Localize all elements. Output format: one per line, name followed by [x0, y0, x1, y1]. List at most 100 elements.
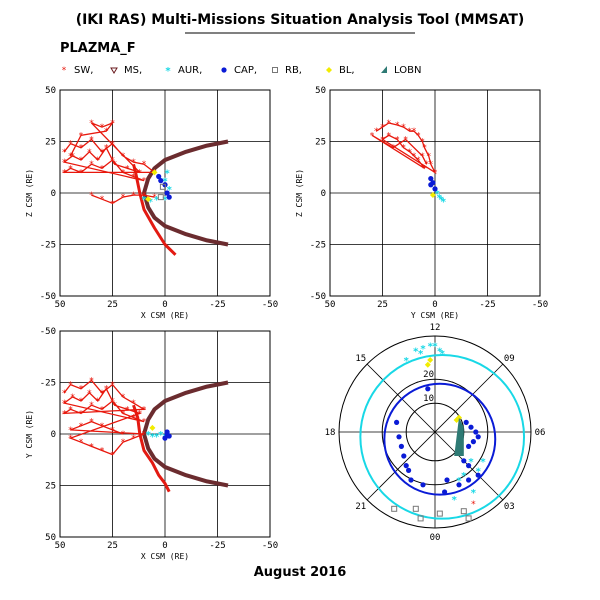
x-tick-label: 0 — [162, 541, 167, 551]
sw-point: * — [100, 405, 105, 415]
legend-marker-sw: * — [62, 66, 67, 76]
sw-point: * — [391, 144, 396, 154]
mission-name: PLAZMA_F — [60, 41, 136, 56]
sw-point: * — [68, 381, 73, 391]
y-tick-label: -25 — [40, 241, 56, 251]
sw-point: * — [131, 399, 136, 409]
y-tick-label: 50 — [315, 86, 326, 96]
cap-point — [420, 482, 426, 488]
y-tick-label: -50 — [310, 292, 326, 302]
sw-point: * — [131, 434, 136, 444]
sw-point: * — [138, 409, 143, 419]
cap-point — [398, 443, 404, 449]
aur-point: * — [167, 185, 173, 196]
sw-point: * — [142, 430, 147, 440]
sw-point: * — [68, 152, 73, 162]
sw-point: * — [426, 152, 431, 162]
bl-point — [424, 361, 431, 368]
sw-orbit-trace — [62, 121, 157, 182]
cap-point — [466, 477, 472, 483]
aur-point: * — [158, 430, 164, 441]
sw-orbit-trace — [91, 194, 155, 205]
sw-point: * — [121, 409, 126, 419]
sw-point: * — [68, 164, 73, 174]
legend-label-lobn: LOBN — [394, 65, 421, 76]
bl-point — [151, 169, 158, 176]
sw-point: * — [100, 389, 105, 399]
rb-point — [417, 515, 424, 522]
sw-point: * — [412, 127, 417, 137]
cap-point — [428, 175, 434, 182]
mlt-label: 03 — [504, 502, 515, 512]
sw-point: * — [62, 148, 67, 158]
aur-point: * — [418, 349, 424, 360]
sw-point: * — [121, 193, 126, 203]
sw-point: * — [424, 160, 429, 170]
footer-date: August 2016 — [254, 565, 347, 580]
aur-point: * — [150, 432, 156, 443]
rb-point — [391, 505, 398, 512]
sw-point: * — [79, 438, 84, 448]
sw-point: * — [68, 405, 73, 415]
sw-point: * — [380, 123, 385, 133]
x-tick-label: 0 — [432, 300, 437, 310]
sw-point: * — [142, 418, 147, 428]
sw-point: * — [70, 152, 75, 162]
x-tick-label: -25 — [209, 541, 225, 551]
sw-point: * — [70, 393, 75, 403]
cap-point — [403, 463, 409, 469]
rb-point — [412, 505, 419, 512]
sw-point: * — [416, 156, 421, 166]
sw-point: * — [100, 123, 105, 133]
cap-point — [475, 472, 481, 478]
sw-point: * — [125, 164, 130, 174]
mlt-label: 00 — [430, 533, 441, 543]
legend-label-bl: BL, — [339, 65, 355, 76]
mlt-label: 18 — [325, 428, 336, 438]
y-tick-label: 25 — [45, 482, 56, 492]
bl-point — [145, 196, 152, 203]
y-axis-label: Z CSM (RE) — [295, 169, 304, 217]
cap-point — [466, 463, 472, 469]
sw-point: * — [471, 500, 476, 510]
x-axis-label: Y CSM (RE) — [411, 311, 459, 320]
rb-point — [159, 183, 166, 190]
sw-point: * — [131, 158, 136, 168]
bl-point — [429, 192, 436, 199]
sw-point: * — [79, 156, 84, 166]
sw-point: * — [112, 401, 117, 411]
cap-point — [166, 194, 172, 200]
mlt-label: 09 — [504, 354, 515, 364]
sw-point: * — [79, 144, 84, 154]
x-tick-label: 50 — [55, 300, 66, 310]
cap-point — [164, 190, 170, 196]
sw-point: * — [422, 144, 427, 154]
sw-point: * — [79, 409, 84, 419]
sw-point: * — [416, 131, 421, 141]
magnetopause-curve — [142, 139, 229, 247]
cap-point — [468, 424, 474, 430]
sw-point: * — [121, 152, 126, 162]
cap-point — [394, 419, 400, 425]
mlt-label: 12 — [430, 323, 441, 333]
y-tick-label: 25 — [45, 138, 56, 148]
sw-point: * — [100, 195, 105, 205]
sw-point: * — [100, 446, 105, 456]
aur-point: * — [480, 457, 486, 468]
bl-point — [453, 417, 460, 423]
cap-point — [456, 482, 462, 488]
sw-point: * — [408, 148, 413, 158]
sw-point: * — [110, 199, 115, 209]
sw-point: * — [89, 135, 94, 145]
sw-point: * — [62, 158, 67, 168]
legend-label-cap: CAP, — [234, 65, 257, 76]
cap-point — [463, 419, 469, 425]
sw-point: * — [79, 422, 84, 432]
mlt-label: 06 — [535, 428, 546, 438]
sw-point: * — [79, 385, 84, 395]
legend-label-aur: AUR, — [178, 65, 202, 76]
sw-point: * — [100, 148, 105, 158]
